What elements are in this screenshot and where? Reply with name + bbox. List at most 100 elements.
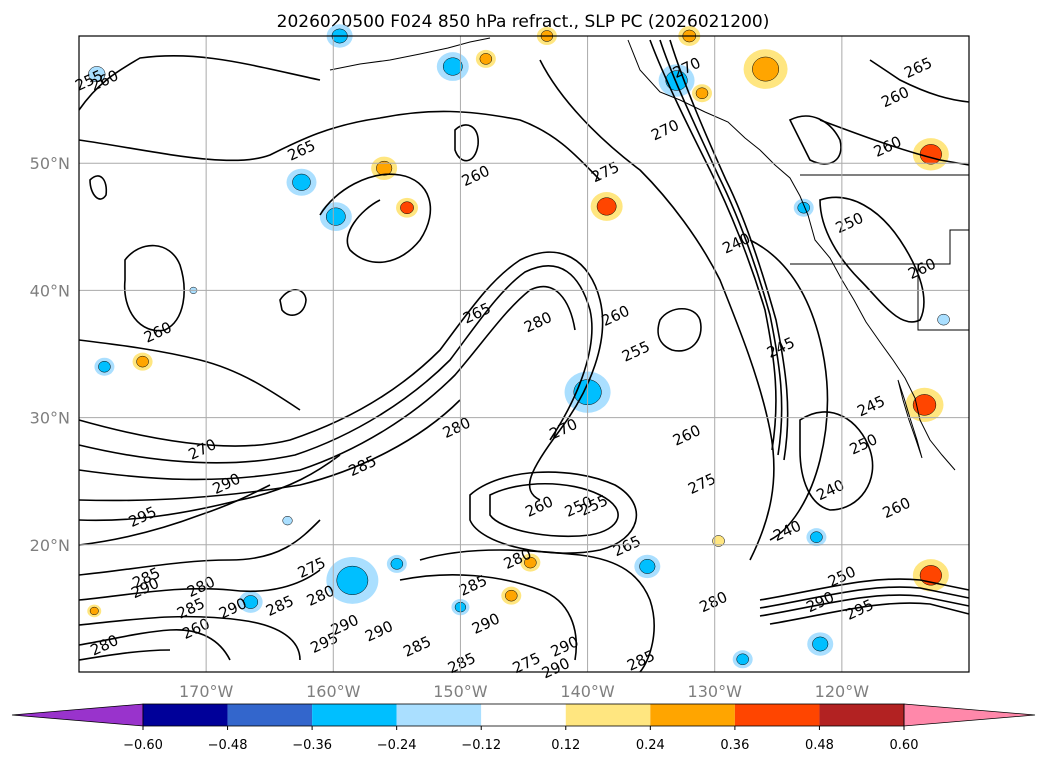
- contour-265-south: [419, 549, 655, 673]
- anomaly-patch-inner: [919, 565, 942, 586]
- state-border-ca-nv: [917, 264, 969, 331]
- contour-south-3: [78, 615, 301, 661]
- coastline: [329, 37, 969, 471]
- contour-ridge-2: [659, 39, 783, 456]
- contour-280: [78, 285, 576, 481]
- map-frame: [78, 35, 970, 673]
- colorbar-bin: [227, 704, 313, 726]
- colorbar-bin: [819, 704, 904, 726]
- anomaly-patch-inner: [505, 589, 518, 602]
- anomaly-patch-inner: [736, 653, 749, 666]
- contour-loop-center: [657, 307, 702, 352]
- coastline-baja: [897, 379, 923, 459]
- anomaly-patch-inner: [810, 531, 823, 543]
- chart-title: 2026020500 F024 850 hPa refract., SLP PC…: [277, 12, 770, 32]
- lon-tick-label: 150°W: [433, 682, 488, 701]
- colorbar-tick-label: −0.60: [123, 738, 163, 753]
- anomaly-patch-inner: [292, 173, 311, 191]
- contour-south-1: [78, 519, 321, 576]
- anomaly-patch-inner: [88, 66, 106, 83]
- slp-contours: [78, 39, 970, 673]
- contour-275-jet: [539, 59, 775, 561]
- colorbar-tick-label: −0.24: [377, 738, 417, 753]
- anomaly-patch-inner: [479, 53, 493, 65]
- lon-tick-label: 140°W: [560, 682, 615, 701]
- latitude-tick-labels: 20°N 30°N 40°N 50°N: [30, 154, 70, 555]
- coastline-alaska-peninsula: [329, 37, 491, 71]
- refractivity-anomaly-fills: [82, 24, 954, 669]
- anomaly-patch-inner: [695, 87, 709, 99]
- anomaly-patch-inner: [442, 57, 463, 76]
- contour-north-loop: [454, 124, 479, 162]
- contour-240-trough: [749, 239, 829, 541]
- contour-265-ne: [869, 59, 970, 103]
- anomaly-patch-inner: [400, 201, 414, 215]
- longitude-tick-labels: 170°W 160°W 150°W 140°W 130°W 120°W: [179, 682, 869, 701]
- colorbar-tick-label: −0.36: [292, 738, 332, 753]
- contour-south-4: [78, 629, 231, 661]
- anomaly-patch-inner: [596, 197, 617, 216]
- lon-tick-label: 120°W: [815, 682, 870, 701]
- lat-tick-label: 50°N: [30, 154, 70, 173]
- colorbar-bin: [481, 704, 566, 726]
- contour-275: [78, 265, 593, 464]
- anomaly-patch-inner: [376, 160, 393, 176]
- anomaly-patch-inner: [752, 56, 780, 82]
- anomaly-patch-inner: [937, 313, 950, 326]
- contour-260-hook: [319, 173, 432, 264]
- anomaly-patch-inner: [912, 394, 937, 416]
- anomaly-patch-inner: [524, 556, 537, 569]
- contour-255-low: [489, 483, 619, 538]
- lon-tick-label: 130°W: [688, 682, 743, 701]
- contour-270-ridge: [649, 39, 777, 451]
- contour-280-south: [399, 574, 577, 661]
- colorbar-extend-max: [903, 703, 1036, 727]
- colorbar-bin: [650, 704, 735, 726]
- colorbar-tick-label: 0.12: [551, 738, 580, 753]
- anomaly-patch-inner: [336, 565, 369, 595]
- colorbar-extend-min: [11, 703, 144, 727]
- lon-tick-label: 160°W: [306, 682, 361, 701]
- anomaly-patch-inner: [325, 207, 346, 226]
- anomaly-patch-inner: [390, 558, 404, 570]
- contour-south-2: [78, 569, 321, 601]
- contour-260-mid: [78, 339, 301, 411]
- contour-south-5: [78, 649, 171, 661]
- contour-285: [78, 399, 461, 502]
- anomaly-patch-inner: [797, 201, 810, 214]
- contour-east-loop: [819, 196, 925, 323]
- anomaly-patch-inner: [243, 595, 259, 609]
- contour-270: [78, 251, 604, 501]
- colorbar-bin: [565, 704, 651, 726]
- colorbar-tick-label: 0.36: [720, 738, 749, 753]
- contour-260-ne: [819, 119, 970, 166]
- colorbar-bin: [312, 704, 397, 726]
- contour-south-jet-east-2: [759, 586, 970, 609]
- lat-tick-label: 20°N: [30, 536, 70, 555]
- contour-260-north: [78, 54, 321, 111]
- state-border-42n: [790, 229, 969, 265]
- contour-255-se: [799, 411, 874, 511]
- colorbar-bin: [143, 704, 228, 726]
- colorbar-tick-label: −0.12: [461, 738, 501, 753]
- anomaly-patch-inner: [639, 559, 656, 574]
- colorbar-tick-label: 0.48: [805, 738, 834, 753]
- lon-tick-label: 170°W: [179, 682, 234, 701]
- contour-260-closed-west: [123, 244, 185, 332]
- colorbar-bin: [396, 704, 482, 726]
- coastline-north-america: [627, 39, 956, 471]
- contour-295: [78, 484, 271, 546]
- anomaly-patch-inner: [919, 144, 942, 165]
- anomaly-patch-inner: [712, 535, 725, 547]
- anomaly-patch-inner: [89, 606, 99, 616]
- colorbar: −0.60 −0.48 −0.36 −0.24 −0.12 0.12 0.24 0.36 0.4…: [11, 703, 1036, 753]
- anomaly-patch-inner: [282, 515, 293, 526]
- graticule: [79, 36, 969, 672]
- lat-tick-label: 30°N: [30, 409, 70, 428]
- contour-265-north: [78, 110, 601, 181]
- anomaly-patch-inner: [136, 355, 149, 368]
- colorbar-tick-label: −0.48: [208, 738, 248, 753]
- contour-south-jet-east-4: [769, 602, 970, 625]
